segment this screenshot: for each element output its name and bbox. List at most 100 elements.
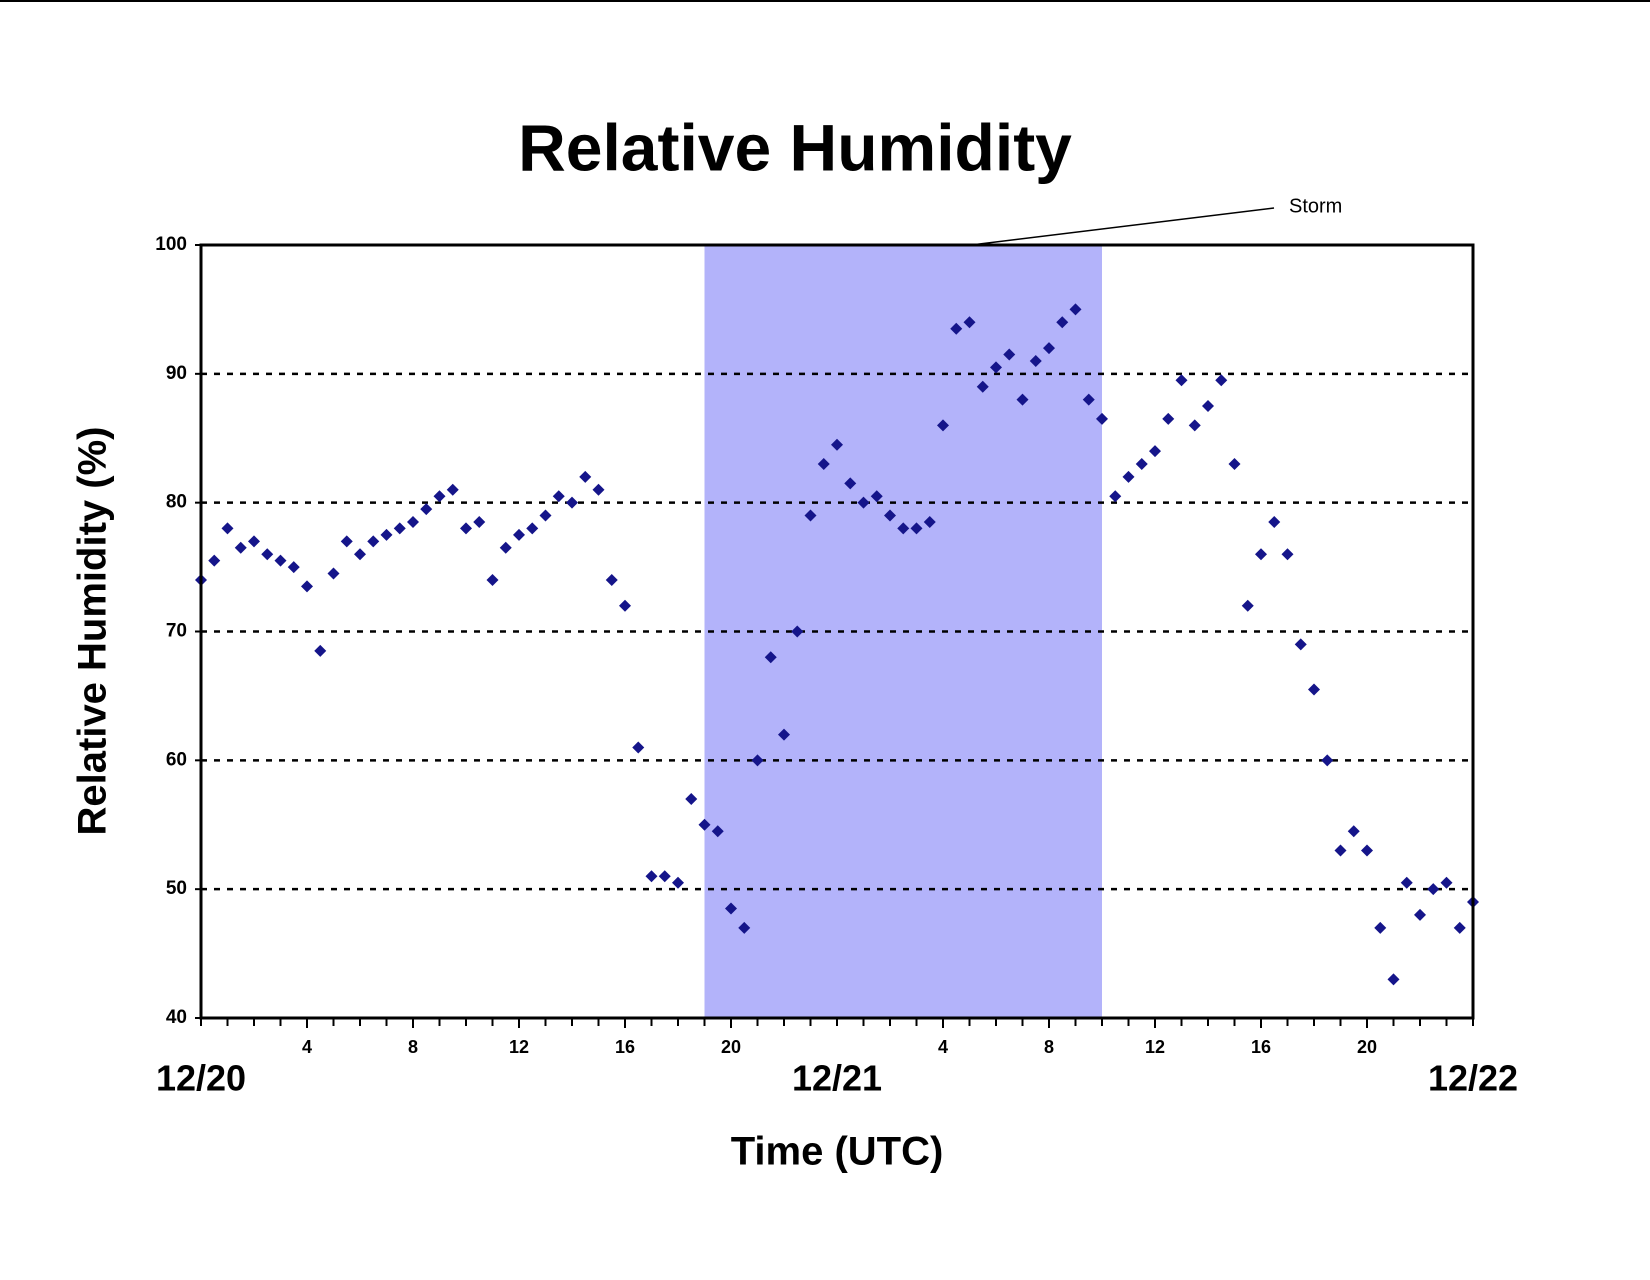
data-point <box>234 541 247 554</box>
data-point <box>844 477 857 490</box>
data-point <box>1175 374 1188 387</box>
data-point <box>1347 825 1360 838</box>
data-point <box>340 535 353 548</box>
data-point <box>605 573 618 586</box>
data-point <box>1069 303 1082 316</box>
date-label: 12/21 <box>792 1058 882 1099</box>
data-point <box>751 754 764 767</box>
data-point <box>552 490 565 503</box>
data-point <box>1043 342 1055 355</box>
data-point <box>1162 412 1175 425</box>
data-point <box>1374 921 1387 934</box>
series <box>195 303 1479 986</box>
data-point <box>327 567 340 580</box>
data-point <box>287 561 300 574</box>
data-point <box>1453 921 1466 934</box>
data-point <box>1096 412 1108 425</box>
data-point <box>791 625 804 638</box>
data-point <box>1255 548 1267 561</box>
data-point <box>1308 683 1320 696</box>
date-label: 12/20 <box>156 1058 246 1099</box>
data-point <box>632 741 645 754</box>
data-point <box>579 470 592 483</box>
data-point <box>884 509 896 522</box>
data-point <box>937 419 949 432</box>
data-point <box>221 522 234 535</box>
data-point <box>1440 876 1453 889</box>
x-tick-label: 8 <box>408 1037 418 1057</box>
data-point <box>1361 844 1373 857</box>
data-point <box>1056 316 1069 329</box>
data-point <box>314 644 327 657</box>
data-point <box>393 522 406 535</box>
data-point <box>1321 754 1334 767</box>
y-tick-label: 90 <box>166 363 187 384</box>
data-point <box>990 361 1002 374</box>
data-point <box>738 921 751 934</box>
data-point <box>1082 393 1095 406</box>
annotation-leader <box>971 207 1275 246</box>
data-point <box>1188 419 1201 432</box>
y-tick-label: 60 <box>166 749 187 770</box>
data-point <box>711 825 724 838</box>
data-point <box>354 548 366 561</box>
data-point <box>513 528 525 541</box>
data-point <box>1149 445 1161 458</box>
data-point <box>1003 348 1016 361</box>
data-point <box>1427 883 1440 896</box>
y-tick-label: 40 <box>166 1007 187 1028</box>
chart-title: Relative Humidity <box>518 110 1072 184</box>
annotation-label: Storm <box>1289 195 1342 217</box>
data-point <box>1334 844 1347 857</box>
data-point <box>923 515 936 528</box>
data-point <box>764 651 777 664</box>
data-point <box>817 458 830 471</box>
data-point <box>274 554 287 567</box>
data-point <box>208 554 221 567</box>
data-point <box>473 515 486 528</box>
y-axis-label: Relative Humidity (%) <box>71 427 115 836</box>
x-tick-label: 12 <box>1145 1037 1165 1057</box>
data-point <box>645 870 658 883</box>
x-axis-label: Time (UTC) <box>731 1130 944 1174</box>
data-point <box>1215 374 1228 387</box>
data-point <box>1109 490 1122 503</box>
data-point <box>433 490 446 503</box>
data-point <box>831 438 843 451</box>
x-tick-label: 20 <box>1357 1037 1377 1057</box>
data-point <box>778 728 790 741</box>
data-point <box>685 792 698 805</box>
data-point <box>1281 548 1294 561</box>
data-point <box>1016 393 1029 406</box>
data-point <box>1387 973 1400 986</box>
data-point <box>248 535 260 548</box>
data-point <box>446 483 459 496</box>
x-tick-label: 12 <box>509 1037 529 1057</box>
data-point <box>407 515 419 528</box>
y-tick-label: 50 <box>166 878 187 899</box>
data-point <box>420 503 433 516</box>
data-point <box>950 322 963 335</box>
data-point <box>857 496 870 509</box>
data-point <box>1122 470 1135 483</box>
data-point <box>870 490 883 503</box>
data-point <box>1029 354 1042 367</box>
x-tick-label: 4 <box>302 1037 312 1057</box>
data-point <box>539 509 552 522</box>
data-point <box>1202 400 1214 413</box>
data-point <box>910 522 923 535</box>
data-point <box>301 580 313 593</box>
data-point <box>976 380 989 393</box>
data-point <box>1241 599 1254 612</box>
data-point <box>1414 908 1426 921</box>
data-point <box>261 548 274 561</box>
data-point <box>725 902 737 915</box>
data-point <box>526 522 539 535</box>
date-label: 12/22 <box>1428 1058 1518 1099</box>
data-point <box>380 528 393 541</box>
y-tick-label: 80 <box>166 492 187 513</box>
data-point <box>1228 458 1241 471</box>
data-point <box>1294 638 1307 651</box>
